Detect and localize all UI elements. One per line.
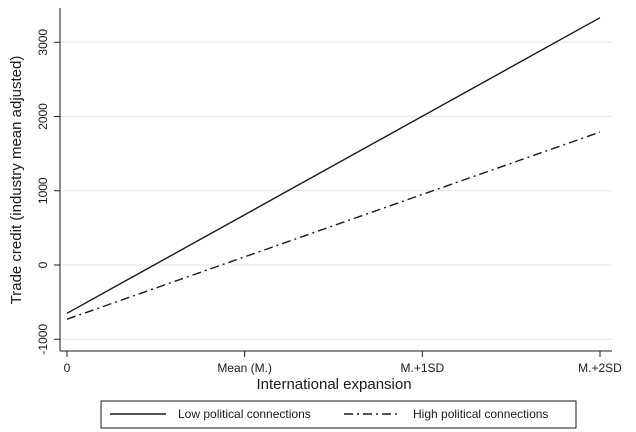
x-axis-title: International expansion — [256, 376, 411, 393]
y-tick-label: 2000 — [36, 103, 50, 130]
legend: Low political connections High political… — [100, 400, 577, 429]
legend-label-low-political-connections: Low political connections — [178, 407, 311, 421]
series-lines — [66, 17, 601, 320]
series-line-low-political-connections — [66, 17, 601, 314]
x-axis-ticks: 0 Mean (M.) M.+1SD M.+2SD — [64, 351, 622, 375]
plot-background — [60, 8, 612, 351]
x-tick-label: M.+2SD — [578, 361, 622, 375]
y-tick-label: 0 — [36, 261, 50, 268]
x-tick-label: M.+1SD — [400, 361, 444, 375]
grid-lines — [60, 41, 612, 340]
y-tick-label: -1000 — [36, 324, 50, 355]
x-tick-label: Mean (M.) — [217, 361, 272, 375]
legend-label-high-political-connections: High political connections — [413, 407, 548, 421]
x-tick-label: 0 — [64, 361, 71, 375]
y-axis-ticks: -1000 0 1000 2000 3000 — [36, 29, 60, 355]
legend-box — [100, 400, 577, 429]
series-line-high-political-connections — [66, 131, 601, 320]
y-tick-label: 1000 — [36, 177, 50, 204]
y-axis-title: Trade credit (industry mean adjusted) — [8, 56, 25, 305]
y-tick-label: 3000 — [36, 29, 50, 56]
